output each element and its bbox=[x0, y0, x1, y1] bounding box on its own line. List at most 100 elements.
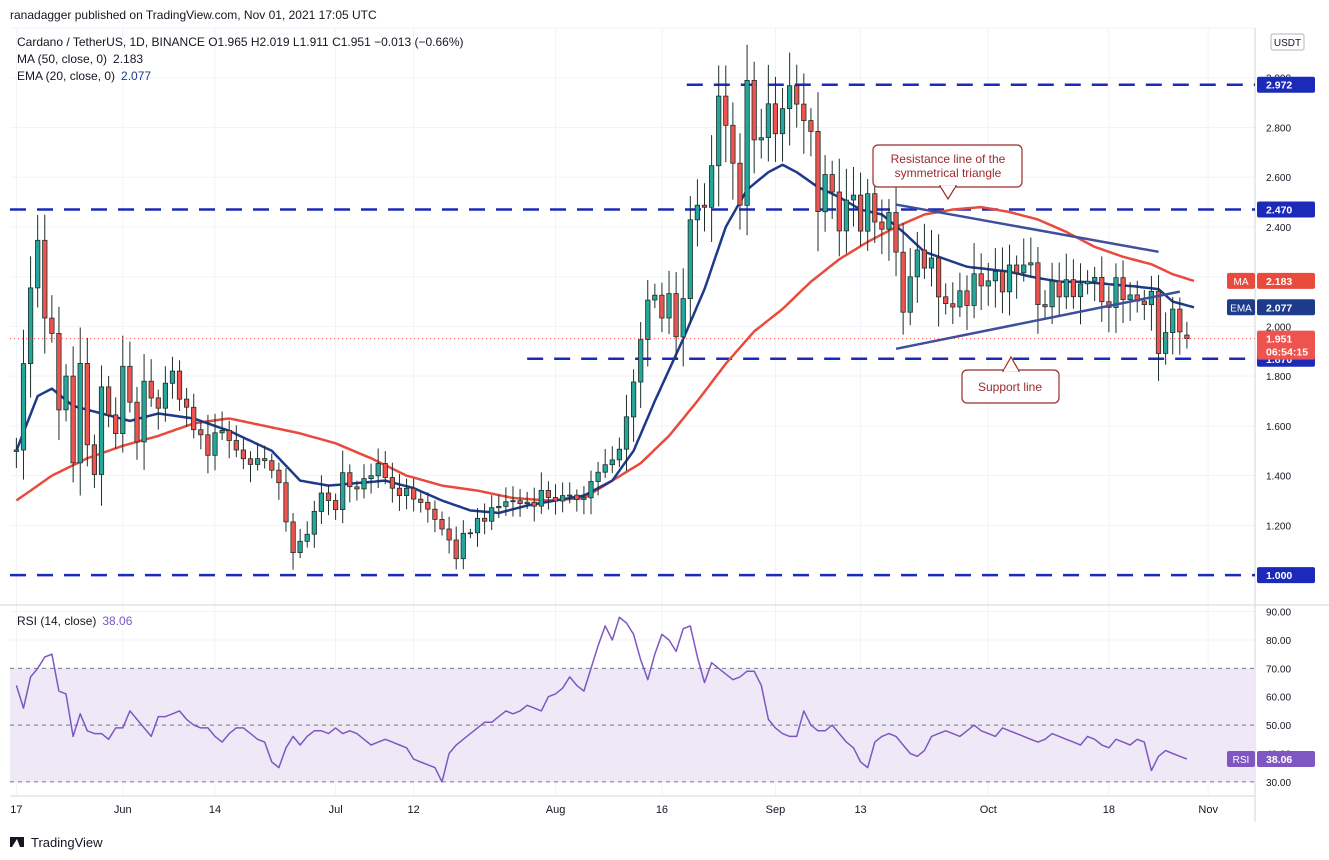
candle-body bbox=[198, 429, 204, 436]
candle-body bbox=[127, 365, 133, 403]
candle-body bbox=[701, 204, 708, 208]
level-price-tag bbox=[1257, 201, 1315, 218]
candle-body bbox=[1070, 279, 1076, 298]
candle-body bbox=[1077, 283, 1084, 298]
candle-body bbox=[936, 257, 942, 298]
rsi-value-tag-text: 38.06 bbox=[1266, 754, 1292, 766]
candle-body bbox=[779, 108, 786, 135]
rsi-legend[interactable]: RSI (14, close) 38.06 bbox=[17, 614, 133, 628]
candle-body bbox=[1049, 280, 1055, 308]
symbol-legend[interactable]: Cardano / TetherUS, 1D, BINANCE O1.965 H… bbox=[17, 35, 464, 49]
candle-body bbox=[247, 458, 254, 465]
candle-body bbox=[467, 532, 474, 535]
candle-body bbox=[1014, 264, 1020, 274]
candle-body bbox=[886, 212, 892, 230]
candle-body bbox=[70, 375, 76, 464]
horizontal-levels bbox=[10, 83, 1255, 577]
candle-body bbox=[42, 239, 48, 319]
ema-name-tag-text: EMA bbox=[1230, 303, 1252, 314]
ma-legend[interactable]: MA (50, close, 0) 2.183 bbox=[17, 52, 143, 66]
candle-body bbox=[354, 486, 360, 490]
candle-body bbox=[439, 519, 445, 530]
ma-line-group bbox=[15, 163, 1195, 515]
support-annotation: Support line bbox=[961, 355, 1060, 404]
trendlines bbox=[895, 203, 1181, 351]
ma-price-tag bbox=[1257, 272, 1315, 289]
rsi-name-tag bbox=[1227, 750, 1255, 767]
candle-body bbox=[481, 517, 488, 522]
level-price-tag-text: 2.972 bbox=[1266, 80, 1292, 92]
candle-body bbox=[106, 386, 112, 416]
price-tick-label: 2.600 bbox=[1266, 173, 1291, 184]
candle-body bbox=[588, 481, 594, 499]
price-tick-label: 2.800 bbox=[1266, 123, 1291, 134]
rsi-value-tag bbox=[1257, 750, 1315, 767]
candle-body bbox=[524, 501, 530, 505]
ma-name-tag bbox=[1227, 272, 1255, 289]
candle-body bbox=[1035, 262, 1041, 305]
candle-body bbox=[77, 362, 83, 464]
candle-body bbox=[921, 249, 928, 269]
candle-body bbox=[950, 303, 956, 308]
rsi-tick-label: 90.00 bbox=[1266, 608, 1291, 619]
ema-legend[interactable]: EMA (20, close, 0) 2.077 bbox=[17, 69, 151, 83]
candle-body bbox=[396, 487, 403, 496]
candle-body bbox=[914, 249, 920, 278]
rsi-band bbox=[10, 668, 1255, 782]
currency-label: USDT bbox=[1274, 38, 1301, 49]
candle-body bbox=[425, 501, 431, 510]
candle-body bbox=[694, 204, 701, 221]
candle-body bbox=[517, 500, 523, 505]
candle-body bbox=[162, 382, 168, 409]
svg-text:symmetrical triangle: symmetrical triangle bbox=[895, 166, 1002, 180]
time-tick-label: Nov bbox=[1198, 804, 1218, 816]
candle-body bbox=[84, 362, 90, 446]
candle-body bbox=[113, 414, 119, 434]
ema-price-tag bbox=[1257, 299, 1315, 316]
resistance-annotation-text: Resistance line of the bbox=[891, 152, 1006, 166]
candle-body bbox=[1092, 276, 1098, 282]
candle-body bbox=[63, 375, 69, 411]
candle-body bbox=[978, 273, 984, 287]
price-pane[interactable] bbox=[10, 28, 1255, 605]
candle-body bbox=[872, 193, 878, 223]
candle-body bbox=[560, 495, 566, 502]
candle-body bbox=[638, 339, 644, 383]
candle-body bbox=[254, 458, 261, 465]
published-line: ranadagger published on TradingView.com,… bbox=[10, 8, 377, 22]
candle-body bbox=[474, 517, 481, 534]
candle-body bbox=[134, 401, 140, 443]
candle-body bbox=[1063, 279, 1069, 298]
time-tick-label: 14 bbox=[209, 804, 221, 816]
candle-body bbox=[815, 130, 821, 212]
currency-badge[interactable] bbox=[1270, 33, 1305, 51]
rsi-line bbox=[15, 616, 1188, 783]
resistance-annotation: Resistance line of the symmetrical trian… bbox=[872, 144, 1023, 201]
candle-body bbox=[183, 398, 190, 408]
level-price-tag-text: 1.000 bbox=[1266, 570, 1292, 582]
candle-body bbox=[893, 212, 899, 253]
ema-price-tag-text: 2.077 bbox=[1266, 302, 1292, 314]
candle-body bbox=[1042, 304, 1048, 308]
support-annotation-text: Support line bbox=[978, 380, 1042, 394]
candle-body bbox=[652, 294, 658, 301]
candle-body bbox=[389, 477, 396, 489]
candle-body bbox=[510, 500, 516, 503]
time-tick-label: 18 bbox=[1103, 804, 1115, 816]
candle-body bbox=[91, 444, 97, 475]
candle-body bbox=[205, 434, 211, 456]
candle-body bbox=[453, 539, 459, 560]
candle-body bbox=[20, 363, 27, 451]
candle-body bbox=[49, 317, 55, 334]
candle-body bbox=[751, 80, 757, 141]
candle-body bbox=[531, 501, 537, 507]
ema20-line bbox=[15, 163, 1195, 515]
candle-body bbox=[503, 501, 509, 507]
candle-body bbox=[879, 221, 885, 230]
candle-body bbox=[35, 239, 41, 289]
time-tick-label: 12 bbox=[408, 804, 420, 816]
candle-body bbox=[928, 257, 935, 269]
candle-body bbox=[595, 471, 601, 482]
time-axis: 17 Jun 14 Jul 12 Aug 16 Sep 13 Oct 18 Nov bbox=[10, 804, 1218, 816]
candle-body bbox=[744, 80, 750, 206]
